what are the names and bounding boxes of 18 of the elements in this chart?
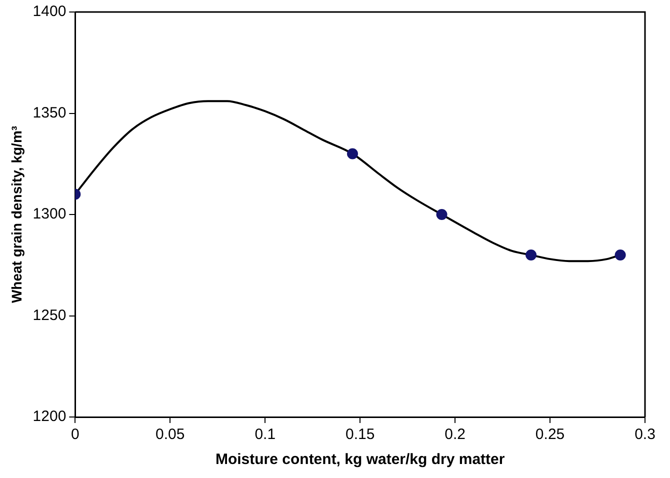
x-tick-label: 0.25 xyxy=(535,426,565,444)
y-tick-label: 1400 xyxy=(32,3,66,20)
y-tick-label: 1200 xyxy=(32,408,66,426)
x-tick-label: 0.2 xyxy=(444,426,466,444)
y-tick-label: 1250 xyxy=(32,306,66,324)
x-axis-title: Moisture content, kg water/kg dry matter xyxy=(215,451,505,468)
x-tick-label: 0 xyxy=(70,426,80,444)
point xyxy=(526,250,537,260)
y-axis-title: Wheat grain density, kg/m³ xyxy=(8,126,24,304)
point xyxy=(346,148,358,160)
x-tick-label: 0.1 xyxy=(254,426,276,444)
y-tick-label: 1300 xyxy=(32,206,66,223)
point xyxy=(614,250,626,260)
x-tick-label: 0.05 xyxy=(156,426,185,444)
y-tick-label: 1350 xyxy=(32,104,66,122)
x-tick-label: 0.3 xyxy=(634,426,656,444)
point xyxy=(436,209,448,220)
x-tick-label: 0.15 xyxy=(345,426,375,444)
